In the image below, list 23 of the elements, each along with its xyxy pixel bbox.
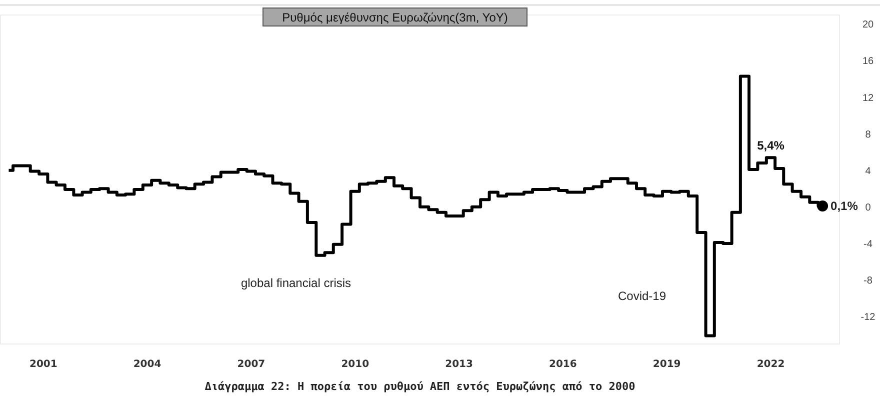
y-tick-label: -4 (864, 238, 873, 250)
x-tick-label: 2007 (237, 359, 266, 370)
text: Διάγραμμα 22: Η πορεία του ρυθμού ΑΕΠ εντός Ευρωζώνης από το 2000 (204, 380, 636, 393)
y-tick-label: 0 (865, 202, 872, 214)
y-tick-label: -8 (864, 276, 873, 287)
y-tick-label: 16 (862, 56, 874, 68)
y-tick-label: 20 (862, 20, 874, 31)
data-label: 0,1% (830, 199, 858, 214)
y-tick-label: 8 (865, 129, 872, 140)
y-tick-label: 12 (862, 92, 874, 104)
x-tick-label: 2016 (548, 359, 577, 370)
x-tick-label: 2022 (756, 359, 785, 370)
y-tick-label: 4 (865, 166, 872, 177)
annotation: Covid-19 (618, 289, 666, 303)
x-tick-label: 2001 (30, 359, 58, 370)
annotation: 5,4% (757, 138, 785, 153)
x-tick-label: 2010 (341, 359, 370, 370)
x-tick-label: 2004 (133, 359, 162, 370)
chart-title: Ρυθμός μεγέθυνσης Ευρωζώνης(3m, YoY) (282, 10, 508, 24)
annotation: global financial crisis (240, 276, 352, 290)
x-tick-label: 2013 (445, 359, 474, 370)
x-tick-label: 2019 (652, 359, 681, 370)
y-tick-label: -12 (860, 312, 876, 324)
